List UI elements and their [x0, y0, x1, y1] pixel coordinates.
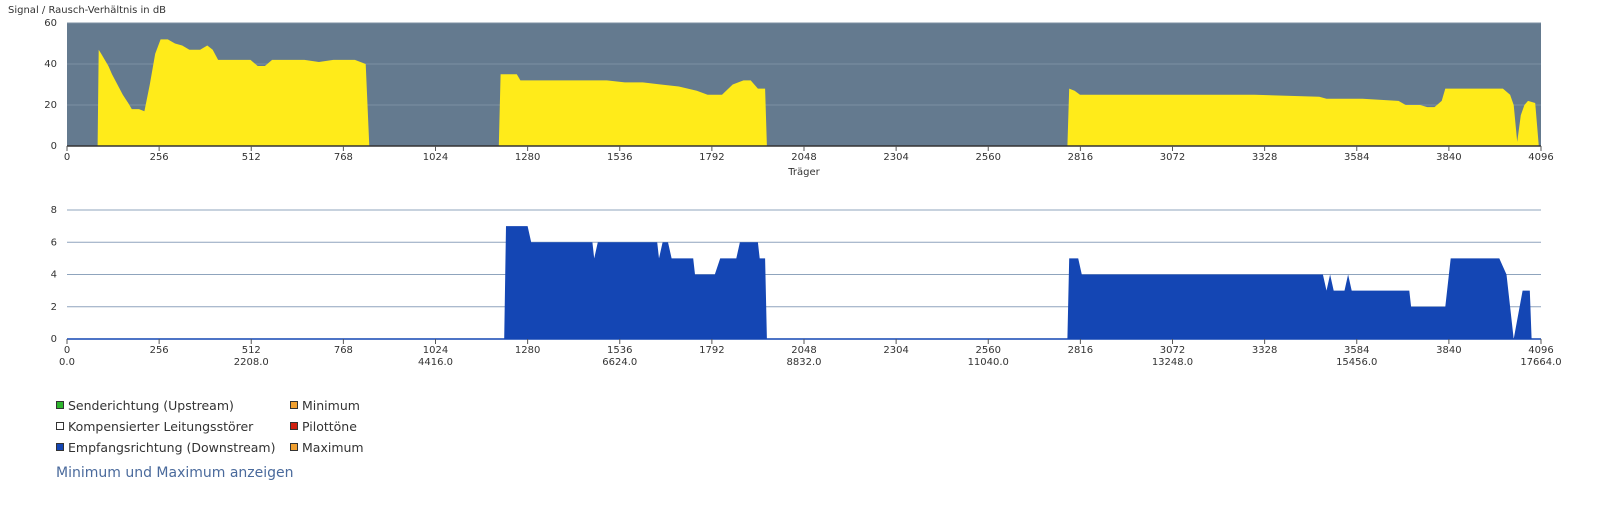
x-tick-label: 2816 [1068, 345, 1093, 356]
x-tick-label: 2560 [976, 152, 1001, 163]
x-tick-label: 3072 [1160, 345, 1185, 356]
y-tick-label: 20 [44, 100, 57, 111]
legend-label: Empfangsrichtung (Downstream) [68, 440, 276, 455]
x-tick-label: 1280 [515, 345, 540, 356]
x-tick-label: 256 [150, 345, 169, 356]
x2-tick-label: 2208.0 [234, 357, 269, 368]
legend-item: Kompensierter Leitungsstörer [56, 419, 253, 434]
x2-tick-label: 11040.0 [968, 357, 1009, 368]
toggle-link[interactable]: Minimum und Maximum anzeigen [56, 465, 294, 481]
legend-label: Maximum [302, 440, 364, 455]
x-axis-label: Träger [787, 167, 820, 178]
x-tick-label: 3840 [1436, 152, 1461, 163]
x-tick-label: 256 [150, 152, 169, 163]
x-tick-label: 2048 [791, 345, 816, 356]
x-tick-label: 2560 [976, 345, 1001, 356]
x-tick-label: 1024 [423, 345, 448, 356]
x-tick-label: 1792 [699, 152, 724, 163]
x-tick-label: 768 [334, 152, 353, 163]
x-tick-label: 1536 [607, 152, 632, 163]
x-tick-label: 3840 [1436, 345, 1461, 356]
area [67, 39, 1541, 146]
x-tick-label: 3072 [1160, 152, 1185, 163]
chart-title: Signal / Rausch-Verhältnis in dB [8, 5, 166, 16]
y-tick-label: 4 [51, 270, 57, 281]
legend-item: Empfangsrichtung (Downstream) [56, 440, 275, 455]
y-tick-label: 0 [51, 141, 57, 152]
x-tick-label: 2304 [883, 152, 908, 163]
legend-label: Senderichtung (Upstream) [68, 398, 234, 413]
legend-item: Maximum [290, 440, 364, 455]
y-tick-label: 8 [51, 205, 57, 216]
legend-item: Minimum [290, 398, 360, 413]
legend-label: Minimum [302, 398, 360, 413]
y-tick-label: 6 [51, 237, 57, 248]
legend-label: Pilottöne [302, 419, 357, 434]
x-tick-label: 1280 [515, 152, 540, 163]
legend-swatch [290, 401, 298, 409]
y-tick-label: 60 [44, 18, 57, 29]
x-tick-label: 2048 [791, 152, 816, 163]
x-tick-label: 512 [242, 345, 261, 356]
legend-item: Senderichtung (Upstream) [56, 398, 234, 413]
legend-swatch [56, 443, 64, 451]
x2-tick-label: 13248.0 [1152, 357, 1193, 368]
x-tick-label: 4096 [1528, 345, 1553, 356]
x-tick-label: 3328 [1252, 152, 1277, 163]
x2-tick-label: 8832.0 [787, 357, 822, 368]
x-tick-label: 3328 [1252, 345, 1277, 356]
x2-tick-label: 6624.0 [602, 357, 637, 368]
y-tick-label: 40 [44, 59, 57, 70]
legend-swatch [56, 401, 64, 409]
legend-label: Kompensierter Leitungsstörer [68, 419, 254, 434]
x-tick-label: 1536 [607, 345, 632, 356]
x-tick-label: 4096 [1528, 152, 1553, 163]
x-tick-label: 1024 [423, 152, 448, 163]
x-tick-label: 1792 [699, 345, 724, 356]
x-tick-label: 768 [334, 345, 353, 356]
y-tick-label: 2 [51, 302, 57, 313]
x2-tick-label: 17664.0 [1520, 357, 1561, 368]
legend-swatch [56, 422, 64, 430]
x2-tick-label: 4416.0 [418, 357, 453, 368]
legend-swatch [290, 443, 298, 451]
charts: Signal / Rausch-Verhältnis in dB02040600… [8, 5, 1562, 368]
x-tick-label: 2304 [883, 345, 908, 356]
area [67, 226, 1541, 339]
x2-tick-label: 15456.0 [1336, 357, 1377, 368]
x-tick-label: 512 [242, 152, 261, 163]
legend-item: Pilottöne [290, 419, 357, 434]
x-tick-label: 0 [64, 152, 70, 163]
x-tick-label: 0 [64, 345, 70, 356]
x-tick-label: 3584 [1344, 152, 1369, 163]
x-tick-label: 3584 [1344, 345, 1369, 356]
y-tick-label: 0 [51, 334, 57, 345]
x2-tick-label: 0.0 [59, 357, 75, 368]
x-tick-label: 2816 [1068, 152, 1093, 163]
legend-swatch [290, 422, 298, 430]
